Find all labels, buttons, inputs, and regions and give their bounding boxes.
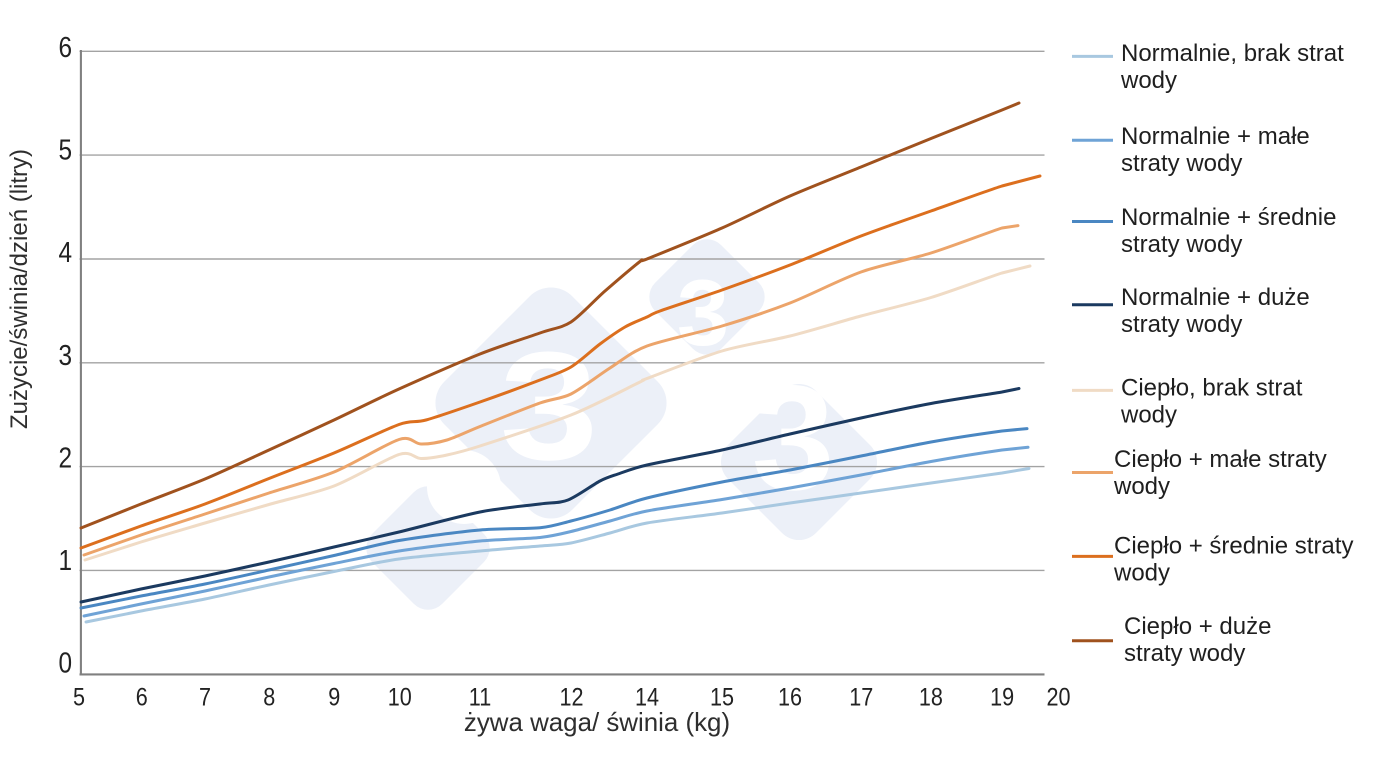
svg-text:7: 7 — [199, 683, 211, 711]
svg-text:Ciepło + małe straty: Ciepło + małe straty — [1114, 446, 1327, 473]
svg-text:4: 4 — [58, 236, 72, 268]
svg-text:0: 0 — [58, 647, 72, 679]
svg-text:straty wody: straty wody — [1124, 640, 1245, 667]
svg-text:3: 3 — [677, 260, 729, 365]
svg-text:Ciepło, brak strat: Ciepło, brak strat — [1121, 374, 1303, 401]
svg-text:15: 15 — [710, 683, 734, 711]
svg-text:14: 14 — [635, 683, 659, 711]
svg-text:Normalnie + małe: Normalnie + małe — [1121, 123, 1310, 150]
svg-text:Ciepło + duże: Ciepło + duże — [1124, 613, 1271, 640]
svg-text:9: 9 — [328, 683, 340, 711]
svg-text:wody: wody — [1113, 559, 1170, 586]
svg-text:18: 18 — [919, 683, 943, 711]
svg-text:wody: wody — [1120, 401, 1177, 428]
svg-text:12: 12 — [559, 683, 583, 711]
svg-text:wody: wody — [1113, 473, 1170, 500]
svg-text:Normalnie + duże: Normalnie + duże — [1121, 284, 1310, 311]
svg-text:wody: wody — [1120, 67, 1177, 94]
svg-text:Zużycie/świnia/dzień (litry): Zużycie/świnia/dzień (litry) — [6, 149, 33, 429]
svg-text:17: 17 — [849, 683, 873, 711]
svg-text:20: 20 — [1046, 683, 1070, 711]
svg-text:3: 3 — [58, 339, 72, 371]
svg-text:6: 6 — [58, 31, 72, 63]
svg-text:5: 5 — [73, 683, 85, 711]
svg-text:Ciepło + średnie straty: Ciepło + średnie straty — [1114, 532, 1353, 559]
svg-text:10: 10 — [388, 683, 412, 711]
svg-text:5: 5 — [58, 134, 72, 166]
svg-text:11: 11 — [469, 683, 491, 711]
svg-text:żywa waga/ świnia (kg): żywa waga/ świnia (kg) — [464, 709, 730, 737]
svg-text:6: 6 — [136, 683, 148, 711]
svg-text:8: 8 — [263, 683, 275, 711]
svg-text:1: 1 — [58, 544, 72, 576]
svg-text:19: 19 — [990, 683, 1014, 711]
svg-text:straty wody: straty wody — [1121, 150, 1242, 177]
svg-text:Normalnie + średnie: Normalnie + średnie — [1121, 204, 1336, 231]
svg-text:Normalnie, brak strat: Normalnie, brak strat — [1121, 40, 1344, 67]
svg-text:3: 3 — [500, 321, 598, 493]
svg-text:16: 16 — [778, 683, 802, 711]
svg-text:straty wody: straty wody — [1121, 231, 1242, 258]
svg-text:2: 2 — [58, 441, 72, 473]
svg-text:3: 3 — [752, 354, 835, 521]
svg-text:straty wody: straty wody — [1121, 311, 1242, 338]
